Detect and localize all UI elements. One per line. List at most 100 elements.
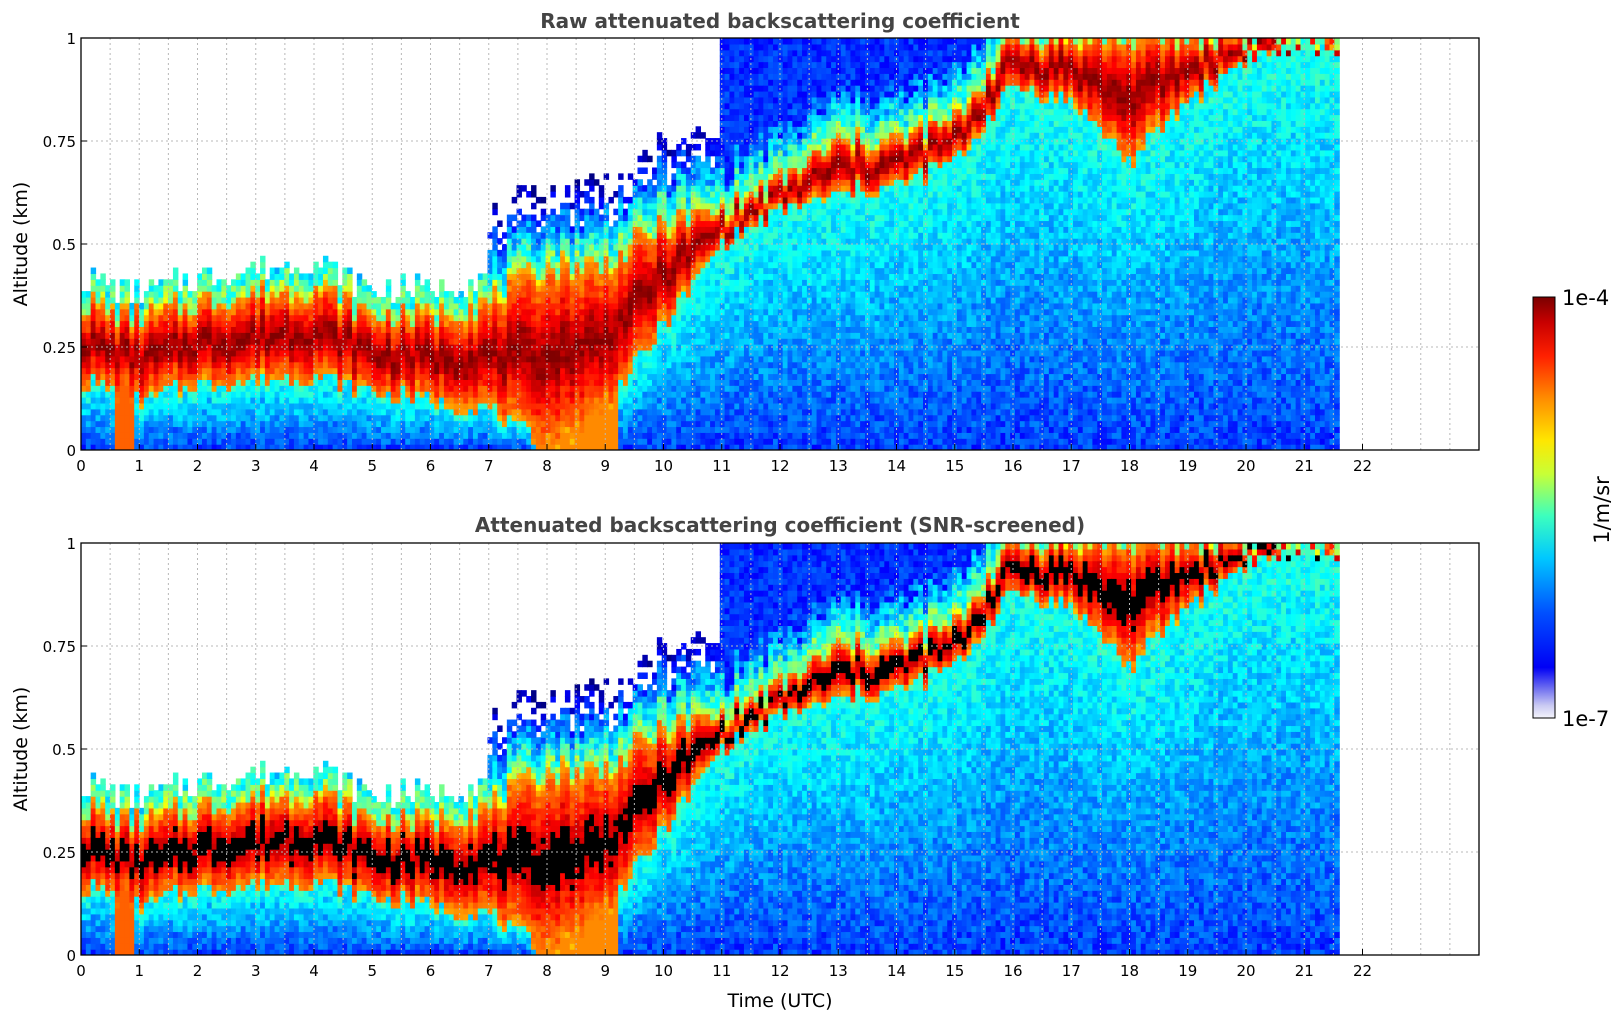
heatmap-cell bbox=[487, 332, 493, 339]
heatmap-cell bbox=[743, 132, 750, 139]
heatmap-cell bbox=[618, 173, 624, 180]
heatmap-cell bbox=[342, 420, 348, 428]
heatmap-cell bbox=[739, 438, 745, 445]
heatmap-cell bbox=[279, 391, 285, 398]
heatmap-cell bbox=[322, 414, 329, 422]
heatmap-cell bbox=[734, 397, 740, 404]
heatmap-cell bbox=[90, 438, 97, 445]
heatmap-cell bbox=[419, 338, 426, 345]
heatmap-cell bbox=[724, 214, 731, 222]
heatmap-cell bbox=[279, 414, 285, 422]
heatmap-cell bbox=[172, 338, 179, 345]
heatmap-cell bbox=[656, 191, 663, 198]
heatmap-cell bbox=[124, 279, 130, 286]
heatmap-cell bbox=[622, 279, 629, 286]
heatmap-cell bbox=[579, 279, 585, 286]
heatmap-cell bbox=[579, 232, 585, 239]
heatmap-cell bbox=[516, 279, 522, 286]
heatmap-cell bbox=[603, 444, 610, 450]
heatmap-cell bbox=[642, 220, 648, 227]
heatmap-cell bbox=[463, 438, 469, 445]
heatmap-cell bbox=[492, 385, 498, 392]
heatmap-cell bbox=[385, 379, 392, 386]
heatmap-cell bbox=[289, 426, 295, 433]
heatmap-cell bbox=[395, 302, 401, 310]
heatmap-cell bbox=[293, 314, 300, 322]
heatmap-cell bbox=[458, 367, 464, 375]
heatmap-cell bbox=[482, 349, 489, 357]
heatmap-cell bbox=[739, 385, 745, 392]
heatmap-cell bbox=[303, 332, 310, 339]
heatmap-cell bbox=[700, 414, 706, 422]
heatmap-cell bbox=[734, 96, 740, 104]
heatmap-cell bbox=[385, 320, 392, 327]
heatmap-cell bbox=[129, 438, 135, 445]
heatmap-cell bbox=[119, 338, 126, 345]
heatmap-cell bbox=[168, 285, 174, 292]
heatmap-cell bbox=[593, 208, 600, 216]
heatmap-cell bbox=[366, 402, 372, 410]
heatmap-cell bbox=[560, 320, 566, 327]
heatmap-cell bbox=[748, 408, 755, 416]
heatmap-cell bbox=[739, 332, 745, 339]
heatmap-cell bbox=[690, 426, 697, 433]
heatmap-cell bbox=[318, 426, 324, 433]
heatmap-cell bbox=[647, 244, 653, 251]
heatmap-cell bbox=[143, 332, 150, 339]
heatmap-cell bbox=[681, 244, 687, 251]
heatmap-cell bbox=[458, 332, 464, 339]
heatmap-cell bbox=[90, 273, 97, 280]
heatmap-cell bbox=[211, 385, 218, 392]
heatmap-cell bbox=[231, 438, 237, 445]
heatmap-cell bbox=[521, 226, 527, 233]
heatmap-cell bbox=[700, 267, 706, 275]
heatmap-cell bbox=[661, 179, 668, 186]
heatmap-cell bbox=[598, 367, 605, 375]
heatmap-cell bbox=[671, 273, 677, 280]
heatmap-cell bbox=[414, 367, 421, 375]
heatmap-cell bbox=[540, 320, 547, 327]
heatmap-cell bbox=[540, 444, 547, 450]
heatmap-cell bbox=[540, 232, 547, 239]
heatmap-cell bbox=[540, 426, 547, 433]
heatmap-cell bbox=[448, 438, 455, 445]
heatmap-cell bbox=[260, 261, 266, 269]
heatmap-cell bbox=[550, 191, 556, 198]
heatmap-cell bbox=[743, 196, 750, 204]
heatmap-cell bbox=[429, 397, 435, 404]
heatmap-cell bbox=[676, 373, 682, 380]
heatmap-cell bbox=[564, 226, 571, 233]
heatmap-cell bbox=[671, 385, 677, 392]
heatmap-cell bbox=[419, 438, 426, 445]
heatmap-cell bbox=[593, 332, 600, 339]
heatmap-cell bbox=[516, 314, 522, 322]
heatmap-cell bbox=[487, 414, 493, 422]
heatmap-cell bbox=[574, 308, 581, 316]
heatmap-cell bbox=[550, 208, 556, 216]
heatmap-cell bbox=[569, 385, 576, 392]
heatmap-cell bbox=[313, 296, 319, 304]
heatmap-cell bbox=[477, 391, 484, 398]
heatmap-cell bbox=[226, 391, 232, 398]
heatmap-cell bbox=[477, 314, 484, 322]
heatmap-cell bbox=[739, 167, 745, 174]
heatmap-cell bbox=[381, 361, 387, 369]
heatmap-cell bbox=[100, 285, 106, 292]
heatmap-cell bbox=[627, 397, 634, 404]
heatmap-cell bbox=[690, 344, 697, 351]
heatmap-cell bbox=[608, 302, 614, 310]
heatmap-cell bbox=[574, 226, 581, 233]
heatmap-cell bbox=[400, 373, 406, 380]
heatmap-cell bbox=[734, 391, 740, 398]
heatmap-cell bbox=[593, 291, 600, 298]
heatmap-cell bbox=[371, 444, 377, 450]
heatmap-cell bbox=[250, 438, 256, 445]
heatmap-cell bbox=[429, 349, 435, 357]
heatmap-cell bbox=[269, 296, 276, 304]
heatmap-cell bbox=[240, 273, 247, 280]
heatmap-cell bbox=[95, 338, 101, 345]
heatmap-cell bbox=[434, 438, 440, 445]
heatmap-cell bbox=[134, 432, 140, 439]
heatmap-cell bbox=[564, 432, 571, 439]
heatmap-cell bbox=[177, 361, 184, 369]
